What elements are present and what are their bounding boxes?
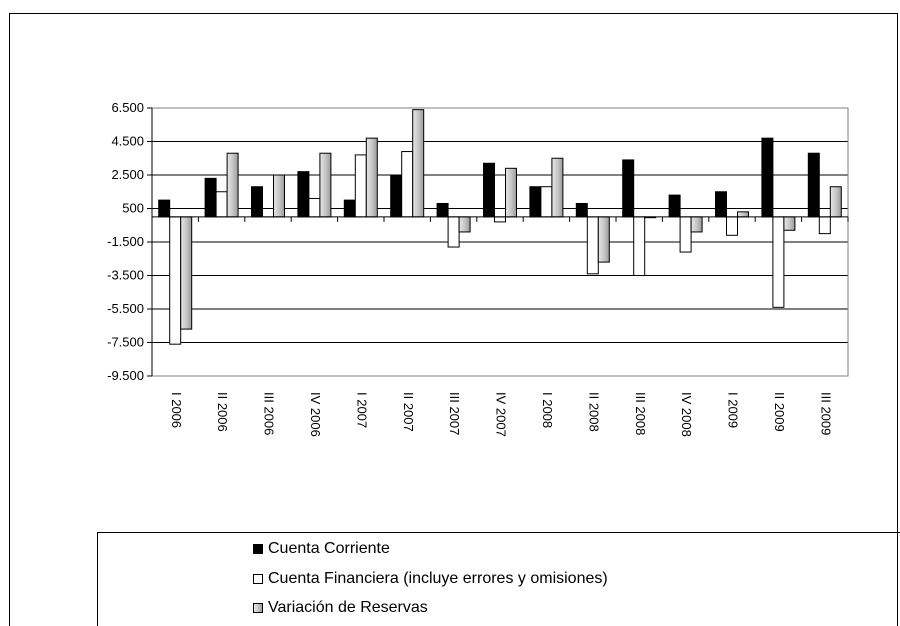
y-tick-label: 2.500 <box>111 167 144 182</box>
chart-frame <box>9 13 898 626</box>
x-tick-label: I 2006 <box>169 392 184 428</box>
bar-cuenta-6 <box>390 174 403 218</box>
bar-cuenta-5 <box>354 154 367 218</box>
bar-cuenta-9 <box>529 186 542 218</box>
bar-cuenta-2 <box>204 177 217 218</box>
legend-swatch-cuenta-financiera <box>253 574 263 584</box>
bar-variación-6 <box>412 109 425 218</box>
legend: Cuenta Corriente Cuenta Financiera (incl… <box>97 532 900 626</box>
x-tick-label: III 2008 <box>633 392 648 435</box>
legend-swatch-cuenta-corriente <box>253 544 263 554</box>
bar-variación-12 <box>690 216 703 233</box>
bar-cuenta-8 <box>483 162 495 218</box>
x-tick-label: IV 2008 <box>679 392 694 437</box>
bar-cuenta-5 <box>343 199 356 218</box>
legend-item-variacion-reservas: Variación de Reservas <box>253 597 428 619</box>
bar-variación-3 <box>273 174 285 218</box>
y-tick-label: 4.500 <box>111 134 144 149</box>
x-tick-label: III 2007 <box>447 392 462 435</box>
x-tick-label: I 2009 <box>726 392 741 428</box>
bar-variación-13 <box>737 211 749 218</box>
y-tick-label: -3.500 <box>107 268 144 283</box>
bar-cuenta-11 <box>633 216 646 276</box>
bar-cuenta-4 <box>297 171 310 218</box>
bar-cuenta-9 <box>540 186 553 218</box>
bar-cuenta-7 <box>447 216 460 248</box>
bar-cuenta-4 <box>308 197 321 218</box>
bar-cuenta-1 <box>158 199 171 218</box>
y-tick-label: -1.500 <box>107 234 144 249</box>
x-tick-label: II 2008 <box>586 392 601 432</box>
bar-variación-8 <box>505 167 517 218</box>
x-tick-label: III 2009 <box>818 392 833 435</box>
x-tick-label: I 2008 <box>540 392 555 428</box>
legend-item-cuenta-financiera: Cuenta Financiera (incluye errores y omi… <box>253 568 608 590</box>
bar-cuenta-3 <box>251 186 263 218</box>
x-tick-label: IV 2006 <box>308 392 323 437</box>
chart-plot: 6.500 4.500 2.500 500 -1.500 -3.500 -5.500 -7.5… <box>107 100 849 437</box>
bar-variación-2 <box>226 152 239 218</box>
x-tick-label: IV 2007 <box>494 392 509 437</box>
x-tick-label: I 2007 <box>354 392 369 428</box>
bar-cuenta-3 <box>262 208 274 218</box>
bar-variación-9 <box>551 157 564 218</box>
y-tick-label: -7.500 <box>107 335 144 350</box>
legend-label-cuenta-corriente: Cuenta Corriente <box>268 540 390 557</box>
x-tick-label: II 2007 <box>401 392 416 432</box>
bar-variación-7 <box>458 216 471 233</box>
legend-label-variacion-reservas: Variación de Reservas <box>268 599 428 616</box>
bar-variación-10 <box>597 216 610 263</box>
bar-variación-4 <box>319 152 332 218</box>
bar-cuenta-14 <box>772 216 785 308</box>
y-tick-label: 500 <box>122 201 144 216</box>
bar-cuenta-8 <box>494 216 506 223</box>
y-tick-label: 6.500 <box>111 100 144 115</box>
bar-cuenta-15 <box>807 152 820 218</box>
bar-variación-14 <box>783 216 796 231</box>
bar-cuenta-15 <box>818 216 831 235</box>
bar-cuenta-10 <box>575 202 588 218</box>
bar-cuenta-14 <box>761 137 774 218</box>
y-tick-label: -9.500 <box>107 368 144 383</box>
bar-variación-15 <box>829 186 842 218</box>
bar-cuenta-10 <box>586 216 599 275</box>
bar-cuenta-11 <box>622 159 635 218</box>
bar-variación-1 <box>180 216 193 330</box>
y-tick-label: -5.500 <box>107 301 144 316</box>
legend-label-cuenta-financiera: Cuenta Financiera (incluye errores y omi… <box>268 570 608 587</box>
bar-cuenta-12 <box>668 194 681 218</box>
bar-cuenta-13 <box>715 191 727 218</box>
bar-cuenta-12 <box>679 216 692 253</box>
bar-cuenta-1 <box>169 216 182 345</box>
legend-swatch-variacion-reservas <box>253 603 263 613</box>
x-tick-label: II 2006 <box>215 392 230 432</box>
legend-item-cuenta-corriente: Cuenta Corriente <box>253 538 390 560</box>
bar-variación-5 <box>365 137 378 218</box>
bar-cuenta-2 <box>215 191 228 218</box>
bar-cuenta-7 <box>436 202 449 218</box>
x-tick-label: II 2009 <box>772 392 787 432</box>
bar-cuenta-6 <box>401 151 414 218</box>
x-tick-label: III 2006 <box>262 392 277 435</box>
bar-cuenta-13 <box>726 216 738 236</box>
